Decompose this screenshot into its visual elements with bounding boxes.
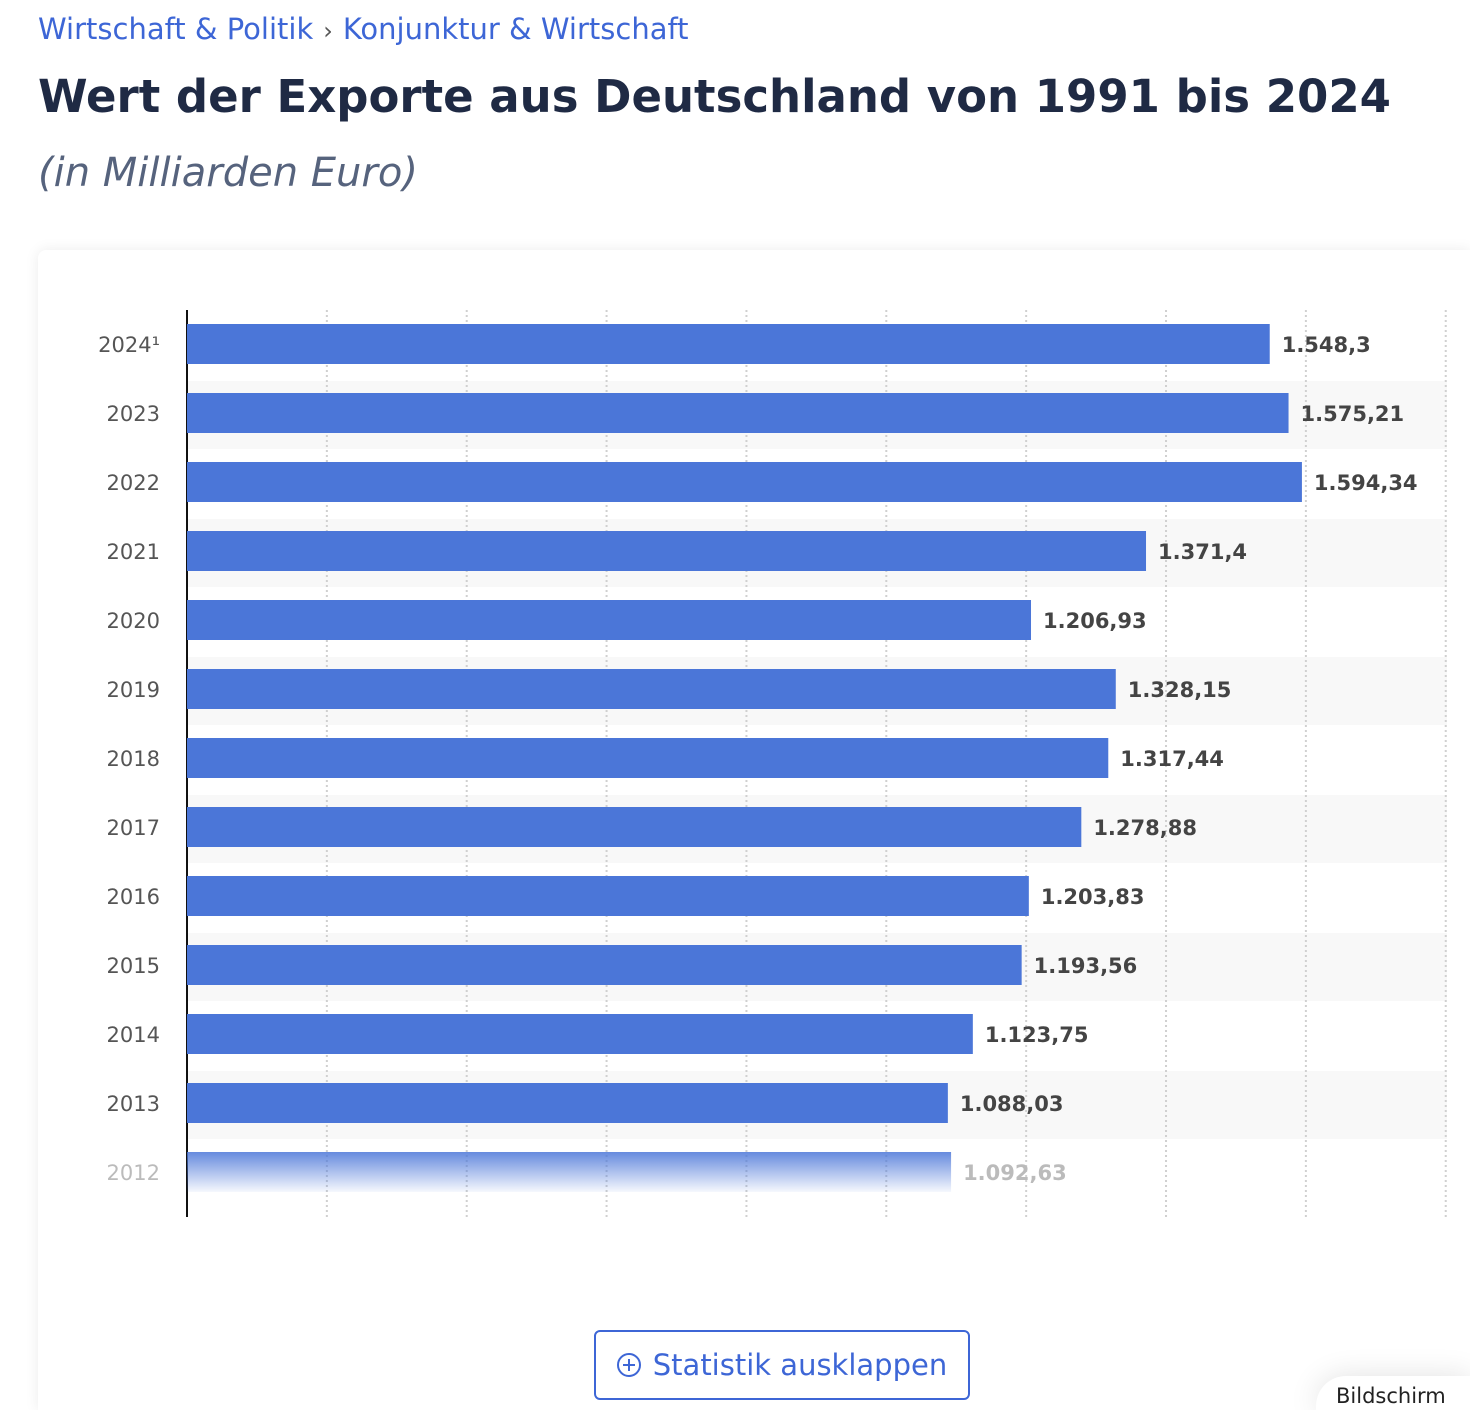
data-label: 1.371,4: [1158, 540, 1247, 564]
bar: [187, 1014, 973, 1054]
category-label: 2021: [107, 540, 160, 564]
data-label: 1.575,21: [1301, 402, 1405, 426]
breadcrumb-separator: ›: [323, 17, 333, 45]
bar: [187, 945, 1022, 985]
bar: [187, 324, 1270, 364]
bar: [187, 738, 1109, 778]
bar: [187, 876, 1029, 916]
category-label: 2022: [107, 471, 160, 495]
bar: [187, 1152, 952, 1192]
data-label: 1.206,93: [1043, 609, 1147, 633]
bar: [187, 393, 1289, 433]
breadcrumb-link[interactable]: Wirtschaft & Politik: [38, 12, 314, 46]
category-label: 2013: [107, 1092, 160, 1116]
category-label: 2024¹: [98, 333, 160, 357]
data-label: 1.328,15: [1128, 678, 1232, 702]
chart-card: 2024¹ 1.548,3 2023 1.575,21 2022 1.594,34 2021…: [38, 250, 1470, 1410]
bar: [187, 531, 1147, 571]
breadcrumb-link[interactable]: Konjunktur & Wirtschaft: [342, 12, 689, 46]
plus-circle-icon: [616, 1353, 641, 1377]
category-label: 2012: [107, 1161, 160, 1185]
category-label: 2019: [107, 678, 160, 702]
screen-pill-button[interactable]: Bildschirm: [1316, 1376, 1470, 1410]
category-label: 2023: [107, 402, 160, 426]
data-label: 1.278,88: [1093, 816, 1197, 840]
category-label: 2017: [107, 816, 160, 840]
bar-chart: 2024¹ 1.548,3 2023 1.575,21 2022 1.594,34 2021…: [98, 310, 1447, 1217]
bar: [187, 669, 1116, 709]
breadcrumb: Wirtschaft & Politik › Konjunktur & Wirtsc…: [38, 12, 689, 46]
category-label: 2018: [107, 747, 160, 771]
page-title: Wert der Exporte aus Deutschland von 199…: [38, 70, 1391, 123]
bar: [187, 462, 1302, 502]
screen-pill-label: Bildschirm: [1336, 1384, 1446, 1408]
bar: [187, 1083, 948, 1123]
data-label: 1.123,75: [985, 1023, 1089, 1047]
data-label: 1.193,56: [1034, 954, 1138, 978]
expand-statistic-button[interactable]: Statistik ausklappen: [594, 1330, 970, 1400]
category-label: 2020: [107, 609, 160, 633]
page-subtitle: (in Milliarden Euro): [38, 150, 418, 196]
data-label: 1.088,03: [960, 1092, 1064, 1116]
category-label: 2015: [107, 954, 160, 978]
data-label: 1.594,34: [1314, 471, 1418, 495]
bar: [187, 807, 1082, 847]
data-label: 1.092,63: [963, 1161, 1067, 1185]
data-label: 1.548,3: [1282, 333, 1371, 357]
category-label: 2016: [107, 885, 160, 909]
data-label: 1.317,44: [1120, 747, 1224, 771]
bar: [187, 600, 1032, 640]
expand-statistic-label: Statistik ausklappen: [652, 1348, 948, 1382]
category-label: 2014: [107, 1023, 160, 1047]
data-label: 1.203,83: [1041, 885, 1145, 909]
